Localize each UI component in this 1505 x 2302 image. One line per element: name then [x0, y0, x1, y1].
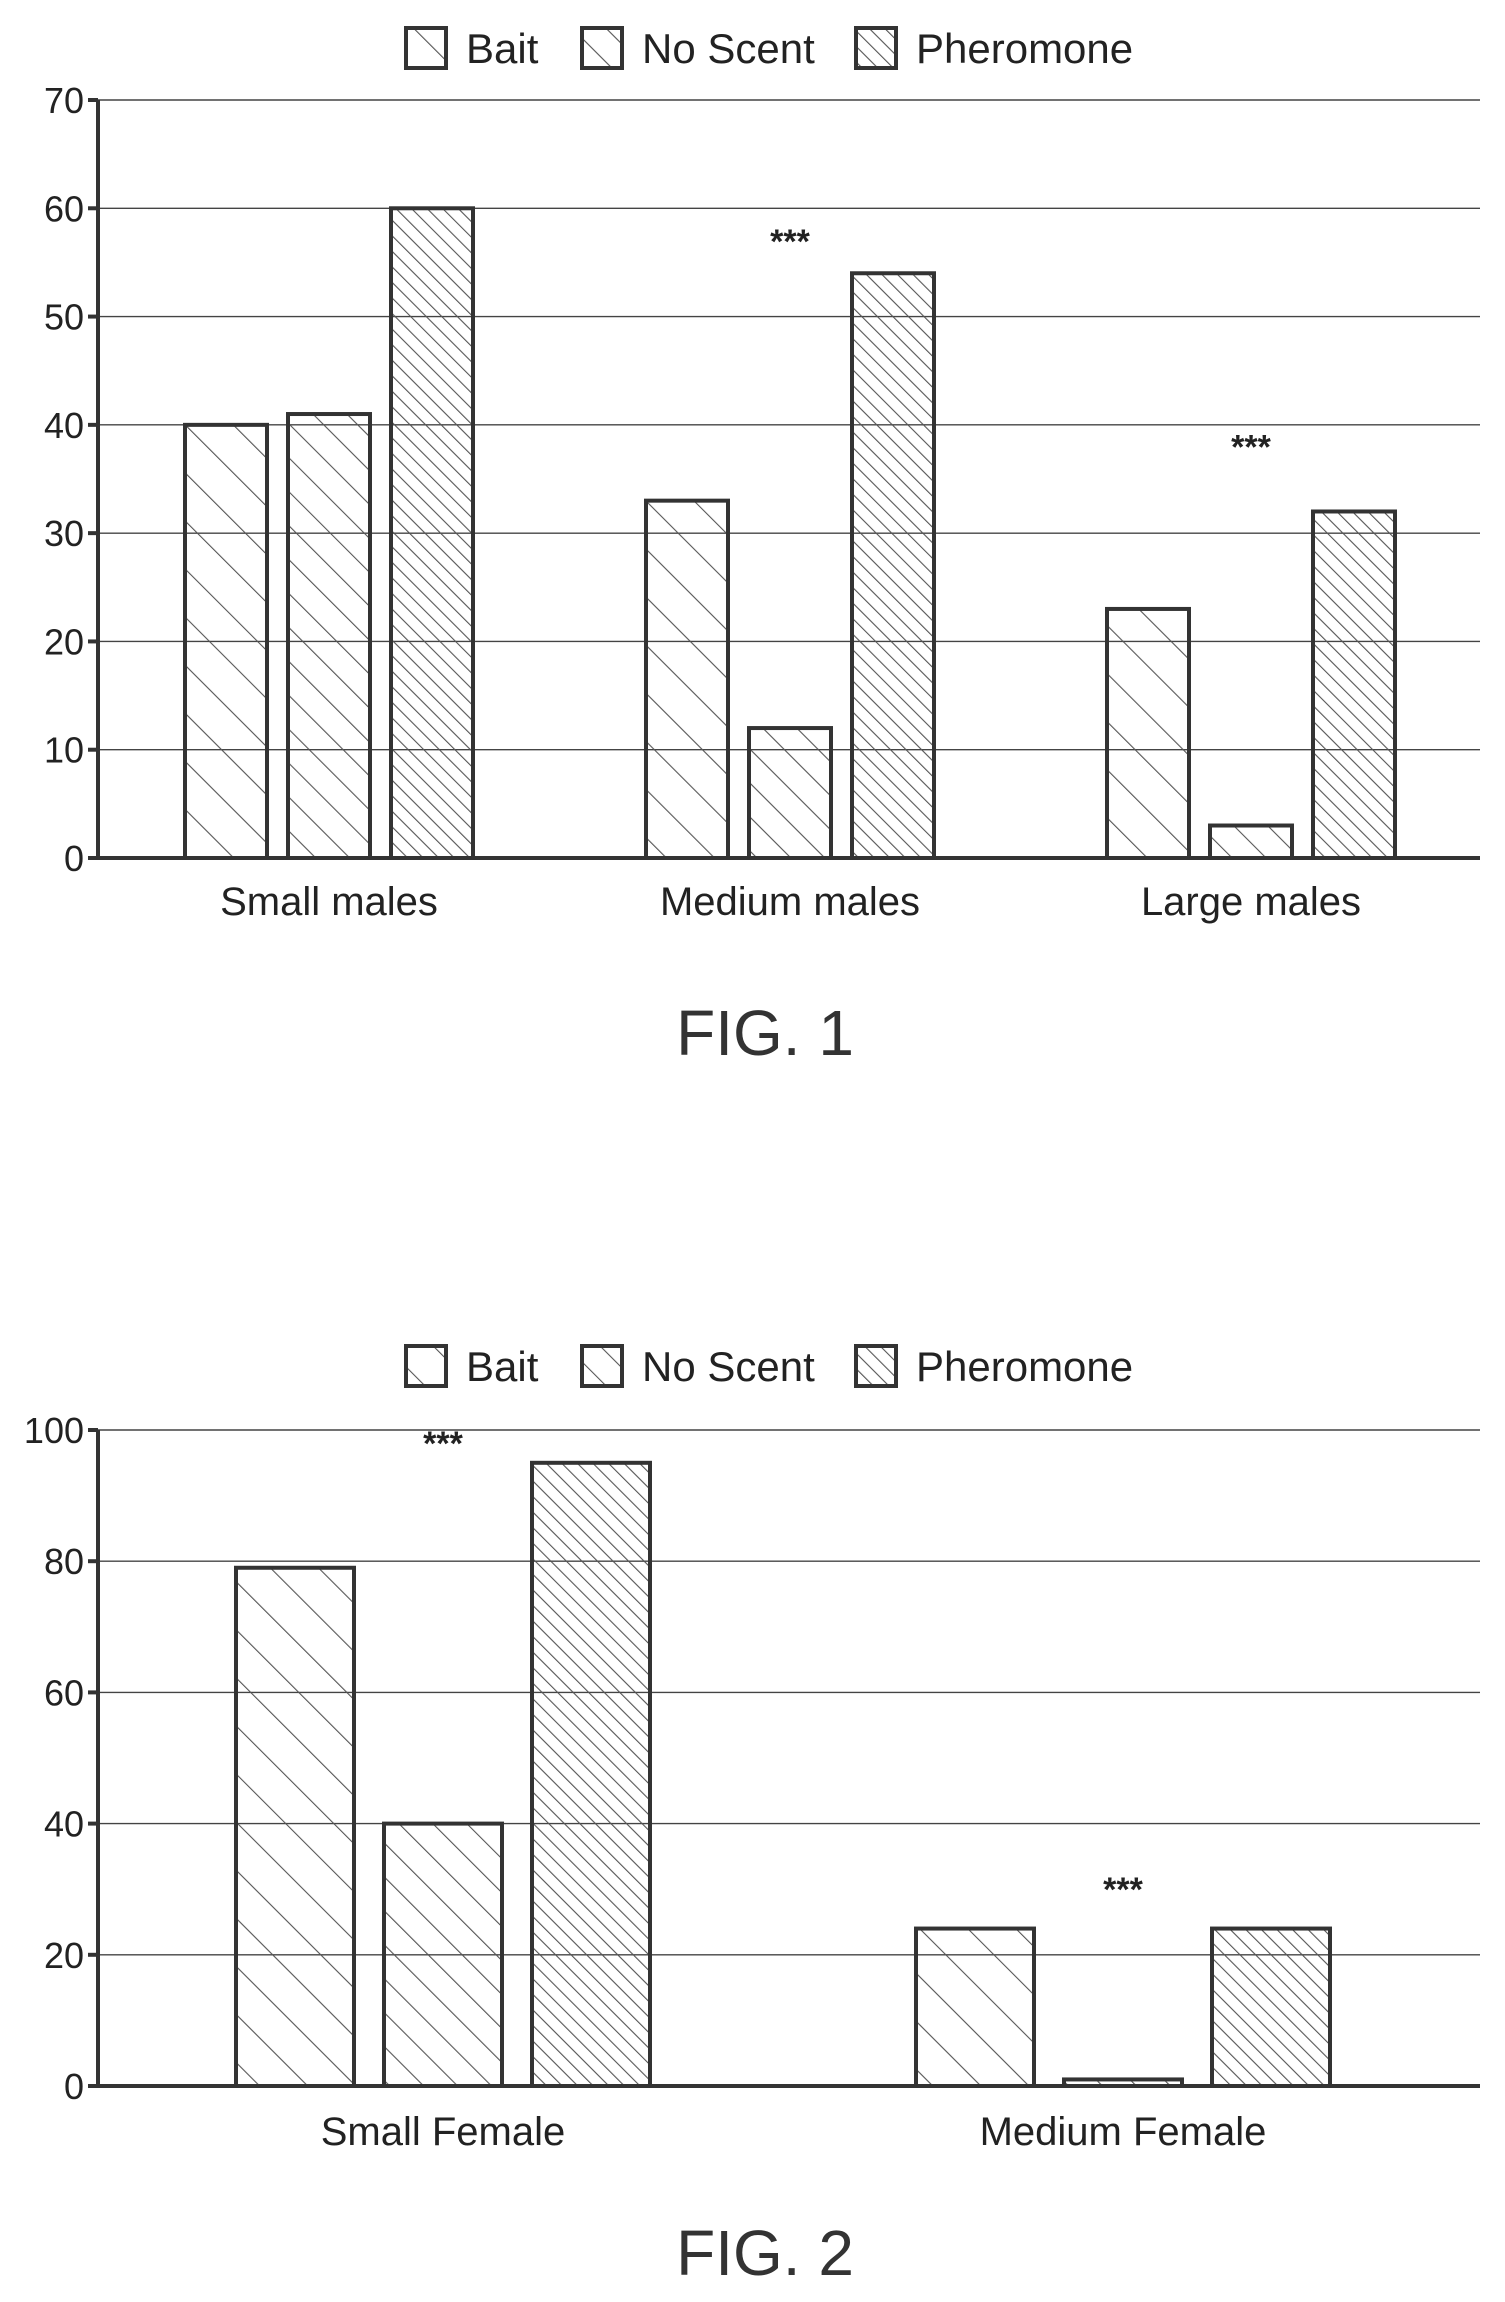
- chart-2-legend: Bait No Scent Pheromone: [404, 1343, 1133, 1390]
- y-tick-label-30: 30: [44, 513, 84, 554]
- legend-label-bait: Bait: [466, 1343, 539, 1390]
- y-tick-label-60: 60: [44, 1672, 84, 1713]
- bar-medium-males-bait: [644, 498, 730, 860]
- chart-2-categories: Small Female Medium Female: [321, 2110, 1267, 2154]
- y-tick-label-0: 0: [64, 2066, 84, 2107]
- y-tick-label-40: 40: [44, 1804, 84, 1845]
- y-tick-label-70: 70: [44, 80, 84, 121]
- legend-swatch-bait: [404, 26, 448, 70]
- legend-label-pheromone: Pheromone: [916, 25, 1133, 72]
- chart-1-legend: Bait No Scent Pheromone: [404, 25, 1133, 72]
- chart-1-annotations: *** ***: [770, 223, 1271, 467]
- bar-large-males-pheromone: [1311, 509, 1397, 860]
- chart-1-categories: Small males Medium males Large males: [220, 880, 1361, 924]
- category-label-medium-males: Medium males: [660, 880, 920, 924]
- y-tick-label-80: 80: [44, 1541, 84, 1582]
- bar-small-males-bait: [183, 422, 269, 860]
- y-tick-label-20: 20: [44, 1935, 84, 1976]
- chart-2-axes: [96, 1430, 1480, 2088]
- category-label-small-males: Small males: [220, 880, 438, 924]
- y-tick-label-40: 40: [44, 405, 84, 446]
- legend-label-bait: Bait: [466, 25, 539, 72]
- legend-swatch-bait: [404, 1344, 448, 1388]
- legend-label-pheromone: Pheromone: [916, 1343, 1133, 1390]
- y-tick-label-20: 20: [44, 621, 84, 662]
- y-tick-label-60: 60: [44, 188, 84, 229]
- chart-2-annotations: *** ***: [423, 1425, 1143, 1909]
- chart-1-axes: [96, 100, 1480, 860]
- legend-swatch-no-scent: [580, 26, 624, 70]
- y-tick-label-50: 50: [44, 297, 84, 338]
- category-label-medium-female: Medium Female: [980, 2110, 1267, 2154]
- chart-2-bars: [234, 1460, 1332, 2089]
- legend-swatch-no-scent: [580, 1344, 624, 1388]
- bar-small-males-no-scent: [286, 412, 372, 860]
- significance-marker-medium-males: ***: [770, 223, 810, 261]
- y-tick-label-100: 100: [24, 1410, 84, 1451]
- chart-2-y-ticks: 0 20 40 60 80 100: [24, 1410, 98, 2107]
- significance-marker-medium-female: ***: [1103, 1871, 1143, 1909]
- legend-label-no-scent: No Scent: [642, 1343, 815, 1390]
- chart-2-caption: FIG. 2: [676, 2217, 854, 2289]
- chart-fig-1: Bait No Scent Pheromone 0 10 20 30 40 50 60 70 Sm…: [44, 25, 1480, 1069]
- bar-medium-males-no-scent: [747, 726, 833, 860]
- chart-1-bars: [183, 206, 1397, 861]
- y-tick-label-10: 10: [44, 730, 84, 771]
- chart-fig-2: Bait No Scent Pheromone 0 20 40 60 80 100 Small…: [24, 1343, 1480, 2289]
- bar-small-female-no-scent: [382, 1821, 504, 2088]
- bar-small-female-bait: [234, 1565, 356, 2088]
- bar-medium-female-pheromone: [1210, 1926, 1332, 2089]
- category-label-small-female: Small Female: [321, 2110, 566, 2154]
- significance-marker-small-female: ***: [423, 1425, 463, 1463]
- chart-1-y-ticks: 0 10 20 30 40 50 60 70: [44, 80, 98, 879]
- bar-small-female-pheromone: [530, 1460, 652, 2089]
- legend-label-no-scent: No Scent: [642, 25, 815, 72]
- y-tick-label-0: 0: [64, 838, 84, 879]
- bar-medium-males-pheromone: [850, 271, 936, 860]
- chart-1-caption: FIG. 1: [676, 997, 854, 1069]
- legend-swatch-pheromone: [854, 1344, 898, 1388]
- bar-large-males-no-scent: [1208, 823, 1294, 860]
- legend-swatch-pheromone: [854, 26, 898, 70]
- significance-marker-large-males: ***: [1231, 429, 1271, 467]
- bar-medium-female-bait: [914, 1926, 1036, 2089]
- bar-small-males-pheromone: [389, 206, 475, 861]
- bar-large-males-bait: [1105, 606, 1191, 861]
- category-label-large-males: Large males: [1141, 880, 1361, 924]
